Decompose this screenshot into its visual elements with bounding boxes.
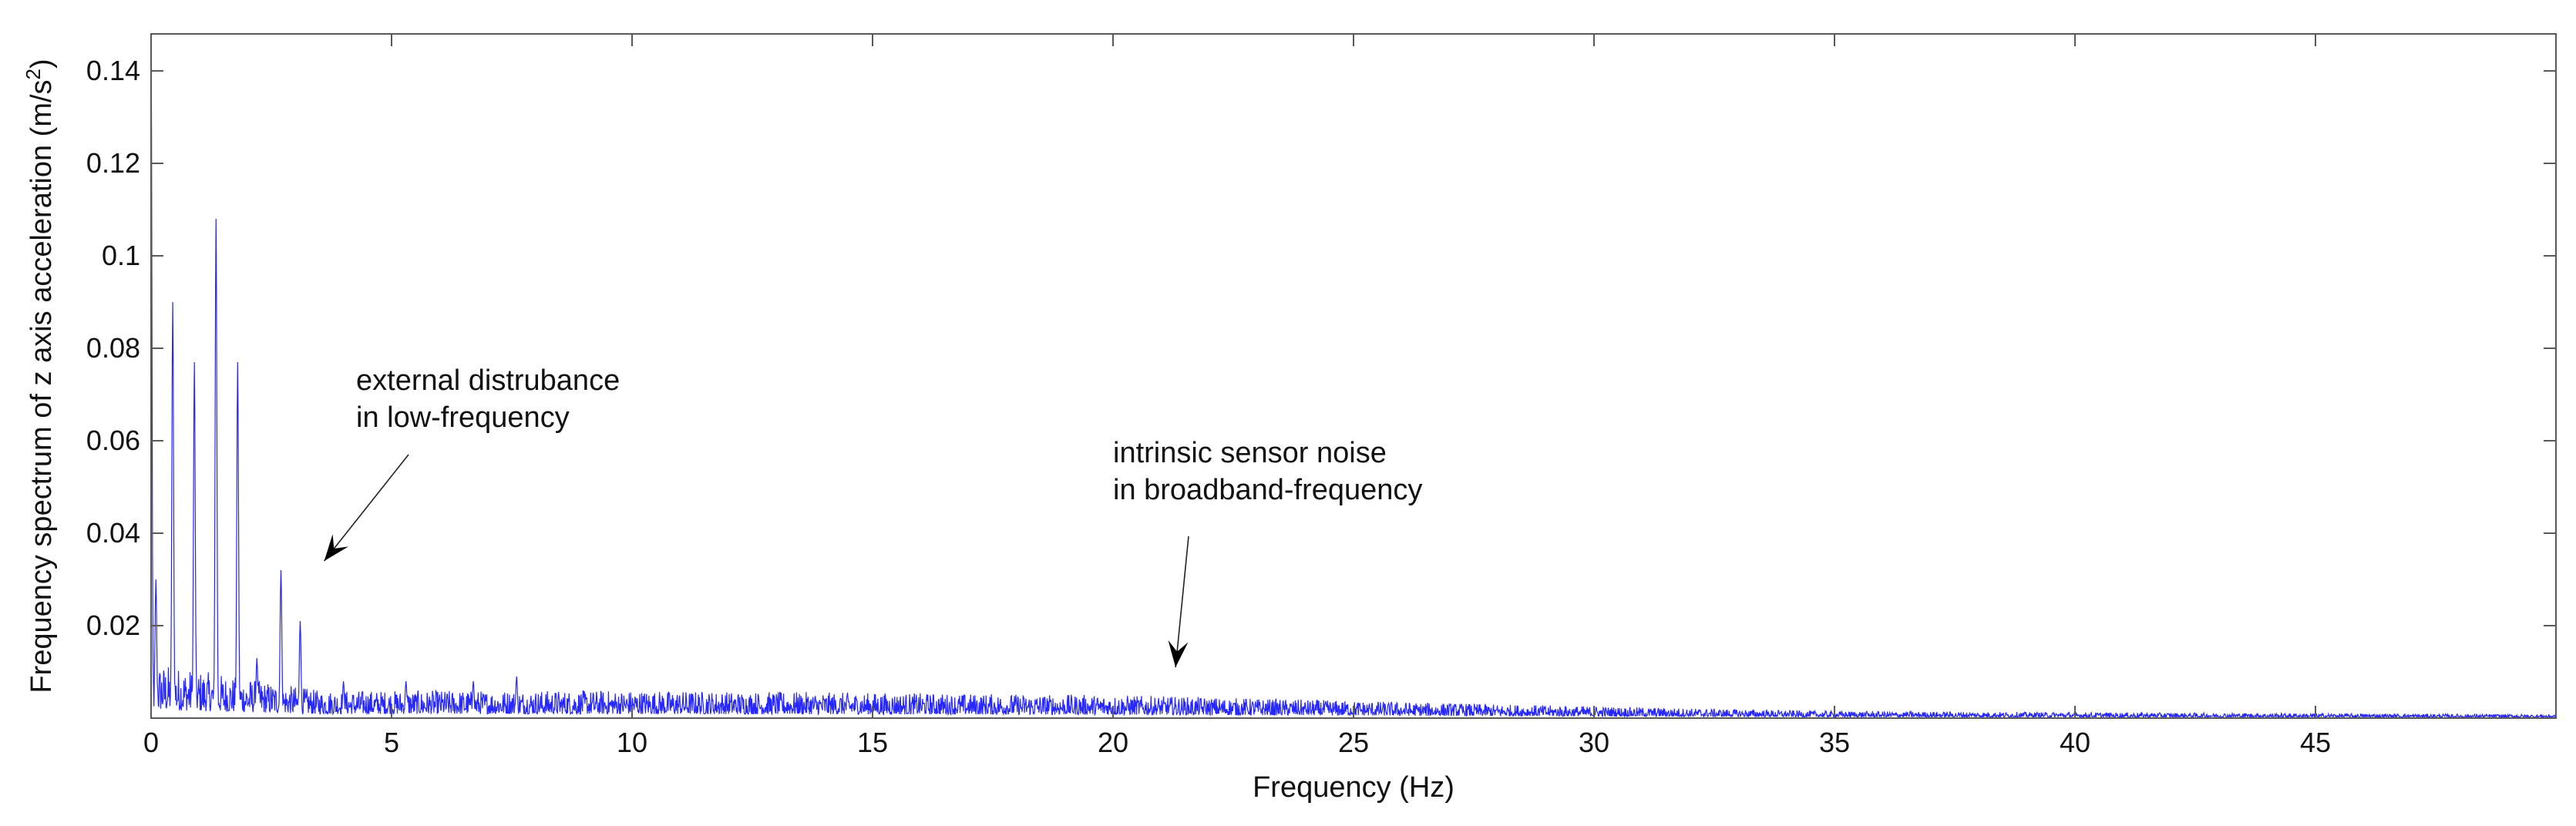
y-tick-label: 0.08: [86, 332, 140, 364]
annotation-text: external distrubance: [356, 364, 620, 397]
y-axis-label-main: Frequency spectrum of z axis acceleratio…: [25, 79, 58, 693]
y-ticks: 0.02 0.04 0.06 0.08 0.1 0.12 0.14: [86, 55, 2556, 641]
x-tick-label: 30: [1579, 727, 1609, 758]
x-tick-label: 25: [1338, 727, 1369, 758]
x-tick-label: 5: [384, 727, 399, 758]
x-tick-label: 35: [1819, 727, 1850, 758]
annotation-arrow-line: [1175, 536, 1189, 668]
x-tick-label: 0: [143, 727, 159, 758]
annotation-arrow-line: [324, 454, 409, 562]
y-tick-label: 0.12: [86, 147, 140, 179]
x-tick-label: 40: [2060, 727, 2090, 758]
y-tick-label: 0.06: [86, 425, 140, 456]
y-tick-label: 0.02: [86, 609, 140, 641]
y-tick-label: 0.14: [86, 55, 140, 86]
y-tick-label: 0.1: [102, 240, 140, 271]
x-tick-label: 45: [2300, 727, 2331, 758]
annotation-arrow-head: [1168, 640, 1189, 667]
x-tick-label: 20: [1098, 727, 1128, 758]
annotation-text: in low-frequency: [356, 401, 570, 434]
annotation-text: intrinsic sensor noise: [1113, 437, 1387, 469]
annotation-arrow-head: [324, 534, 348, 561]
x-axis-label: Frequency (Hz): [1253, 771, 1454, 804]
x-ticks: 0 5 10 15 20 25 30 35 40 45: [143, 34, 2331, 758]
y-axis-label-superscript: 2: [22, 69, 45, 79]
annotation-text: in broadband-frequency: [1113, 474, 1422, 506]
annotations: external distrubance in low-frequency intr…: [324, 364, 1422, 668]
y-axis-label: Frequency spectrum of z axis acceleratio…: [22, 59, 58, 693]
y-tick-label: 0.04: [86, 517, 140, 549]
x-tick-label: 10: [617, 727, 647, 758]
x-tick-label: 15: [857, 727, 888, 758]
y-axis-label-close: ): [25, 59, 58, 69]
